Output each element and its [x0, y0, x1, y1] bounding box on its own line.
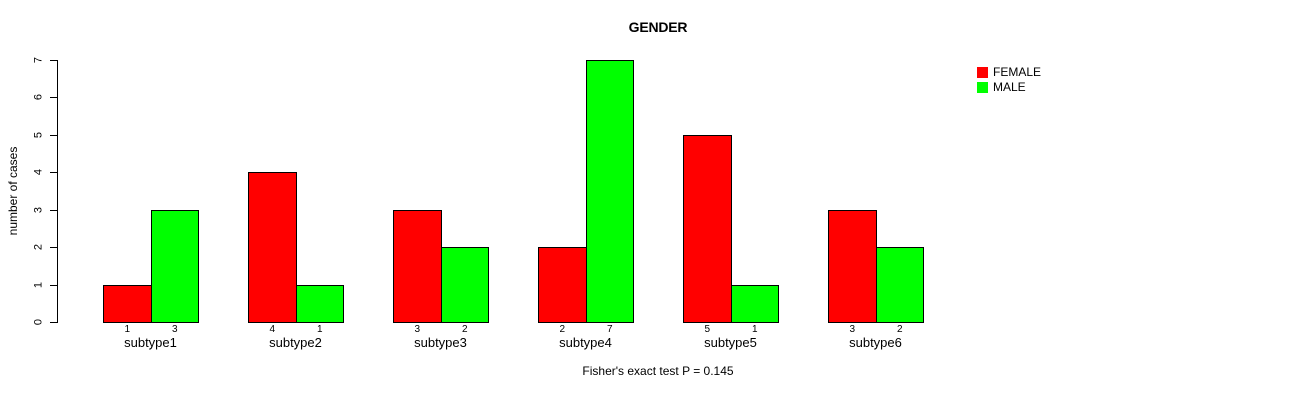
bar-value-label: 2: [896, 324, 903, 335]
legend-label: MALE: [993, 80, 1026, 94]
bar-male-subtype3: [440, 247, 489, 323]
y-tick-label: 7: [32, 56, 45, 64]
bar-female-subtype3: [393, 209, 442, 323]
x-category-label: subtype4: [559, 335, 612, 350]
x-category-label: subtype5: [704, 335, 757, 350]
y-tick: [50, 284, 57, 286]
y-tick: [50, 172, 57, 174]
bar-value-label: 1: [751, 324, 758, 335]
bar-male-subtype2: [295, 284, 344, 323]
bar-value-label: 7: [606, 324, 613, 335]
y-axis-title: number of cases: [6, 146, 20, 236]
legend-swatch-male: [977, 81, 988, 93]
x-category-label: subtype6: [849, 335, 902, 350]
y-tick-label: 1: [32, 281, 45, 288]
fisher-test-annotation: Fisher's exact test P = 0.145: [582, 364, 734, 378]
y-tick-label: 2: [32, 244, 45, 251]
bar-value-label: 3: [849, 324, 856, 335]
y-tick: [50, 134, 57, 136]
x-category-label: subtype3: [414, 335, 467, 350]
y-tick: [50, 97, 57, 99]
bar-value-label: 1: [124, 324, 131, 335]
bar-female-subtype2: [248, 172, 297, 323]
bar-male-subtype6: [875, 247, 924, 323]
y-axis-line: [57, 60, 58, 323]
y-tick: [50, 209, 57, 211]
bar-value-label: 2: [461, 324, 468, 335]
legend-item-male: MALE: [977, 81, 1041, 93]
bar-female-subtype5: [683, 134, 732, 323]
y-tick-label: 6: [32, 94, 45, 101]
legend: FEMALE MALE: [977, 66, 1041, 96]
y-tick-label: 0: [32, 318, 45, 326]
legend-label: FEMALE: [993, 65, 1042, 79]
bar-female-subtype4: [538, 247, 587, 323]
bar-value-label: 4: [269, 324, 276, 335]
x-category-label: subtype2: [269, 335, 322, 350]
y-tick-label: 4: [32, 169, 45, 176]
legend-swatch-female: [977, 66, 988, 78]
y-tick-label: 3: [32, 206, 45, 213]
bar-value-label: 1: [316, 324, 323, 335]
bar-female-subtype1: [103, 284, 152, 323]
legend-item-female: FEMALE: [977, 66, 1041, 78]
x-category-label: subtype1: [124, 335, 177, 350]
bar-male-subtype4: [585, 60, 634, 323]
bar-value-label: 3: [414, 324, 421, 335]
y-tick: [50, 247, 57, 249]
y-tick: [50, 60, 57, 61]
bar-value-label: 2: [559, 324, 566, 335]
bar-male-subtype1: [150, 209, 199, 323]
bar-value-label: 3: [171, 324, 178, 335]
bar-male-subtype5: [730, 284, 779, 323]
chart-title: GENDER: [628, 19, 688, 35]
bar-value-label: 5: [704, 324, 711, 335]
y-tick: [50, 322, 57, 323]
bar-female-subtype6: [828, 209, 877, 323]
y-tick-label: 5: [32, 131, 45, 138]
